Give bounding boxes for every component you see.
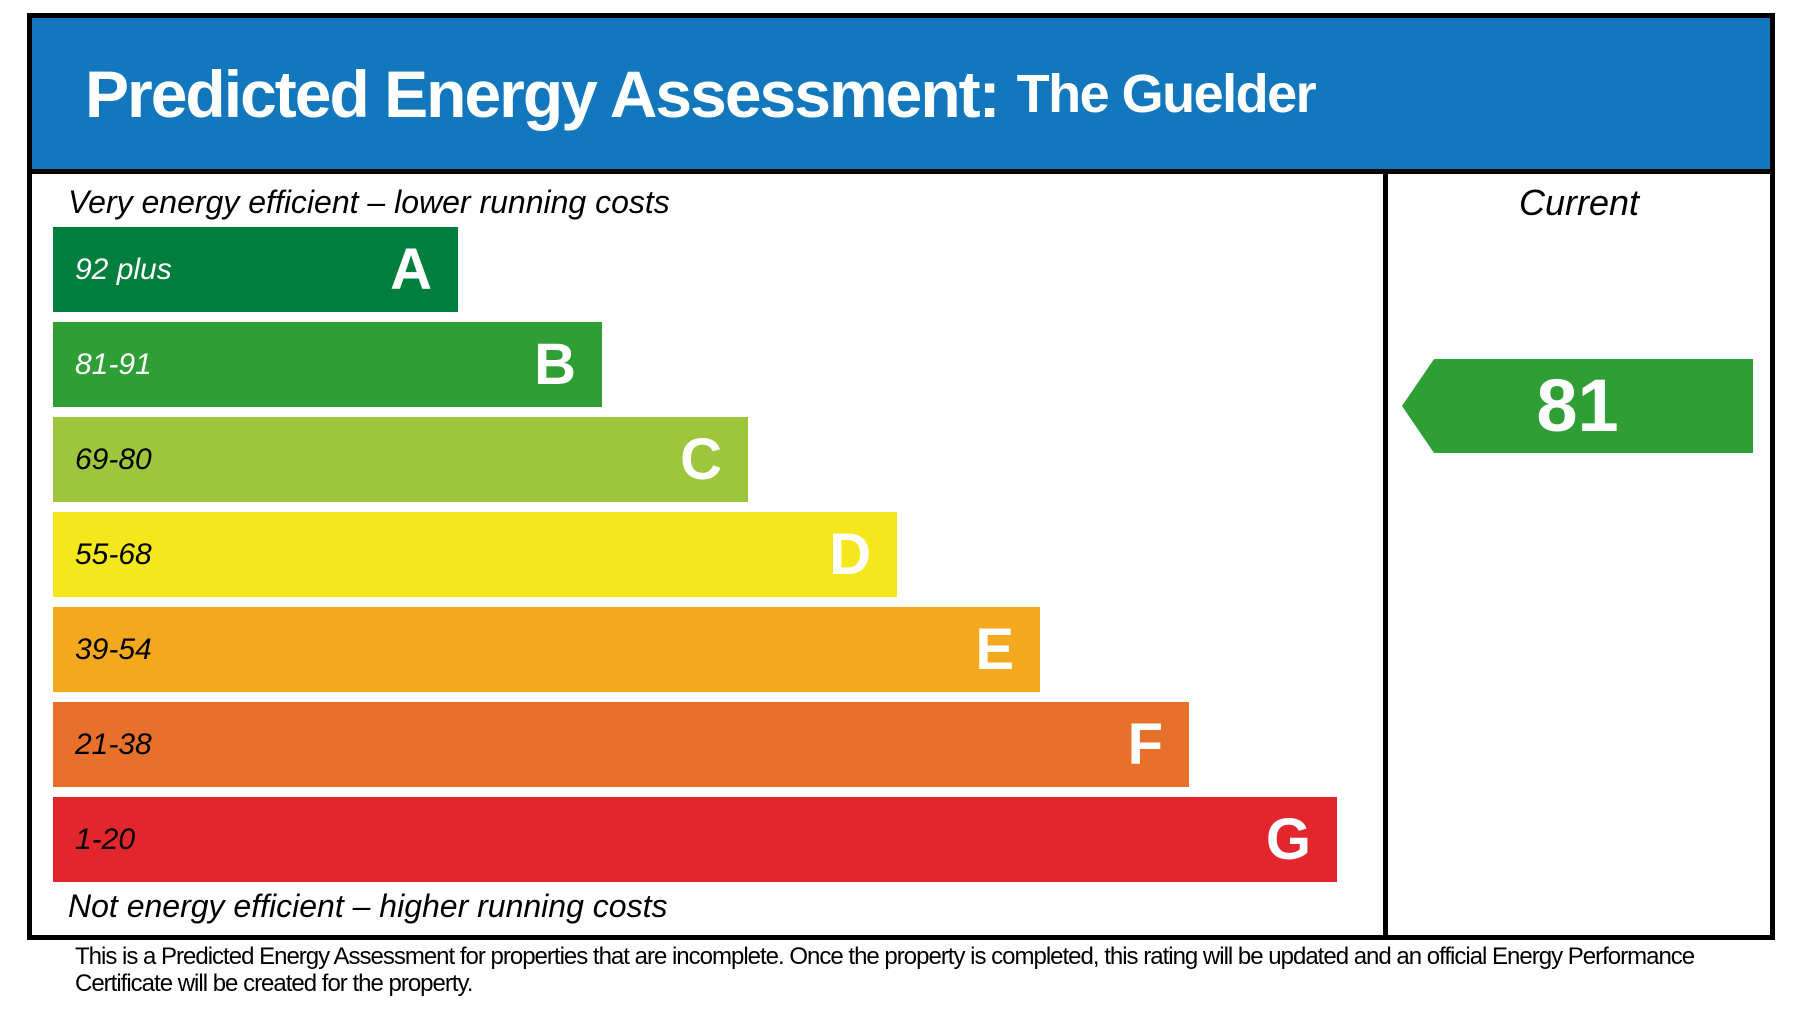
- band-g-range: 1-20: [75, 822, 136, 856]
- band-g-letter: G: [1265, 806, 1311, 872]
- band-b-range: 81-91: [75, 347, 152, 381]
- page-title: Predicted Energy Assessment:: [85, 56, 1001, 131]
- current-column: Current 81: [1388, 174, 1770, 935]
- caption-not-efficient: Not energy efficient – higher running co…: [68, 888, 668, 924]
- band-c-range: 69-80: [75, 442, 152, 476]
- band-f-range: 21-38: [75, 727, 152, 761]
- band-e: 39-54 E: [53, 607, 1040, 692]
- band-f-letter: F: [1127, 711, 1163, 777]
- band-d-range: 55-68: [75, 537, 152, 571]
- footer-note-line-1: This is a Predicted Energy Assessment fo…: [75, 943, 1695, 970]
- band-d-letter: D: [829, 521, 871, 587]
- footer-note-line-2: Certificate will be created for the prop…: [75, 970, 473, 997]
- column-divider: [1383, 174, 1388, 935]
- current-rating-value: 81: [1536, 364, 1619, 447]
- band-b-letter: B: [534, 331, 576, 397]
- band-e-letter: E: [975, 616, 1014, 682]
- current-rating-arrow: 81: [1402, 359, 1753, 453]
- band-a-letter: A: [390, 236, 432, 302]
- band-f: 21-38 F: [53, 702, 1189, 787]
- header-bar: Predicted Energy Assessment: The Guelder: [32, 18, 1770, 174]
- band-c: 69-80 C: [53, 417, 748, 502]
- band-a-range: 92 plus: [75, 252, 172, 286]
- certificate: Predicted Energy Assessment: The Guelder…: [27, 13, 1775, 940]
- band-c-letter: C: [680, 426, 722, 492]
- band-b: 81-91 B: [53, 322, 602, 407]
- footer-note: This is a Predicted Energy Assessment fo…: [75, 943, 1695, 997]
- caption-very-efficient: Very energy efficient – lower running co…: [68, 184, 670, 220]
- band-e-range: 39-54: [75, 632, 152, 666]
- property-name: The Guelder: [1016, 63, 1317, 124]
- epc-chart: Very energy efficient – lower running co…: [32, 174, 1770, 935]
- band-g: 1-20 G: [53, 797, 1337, 882]
- current-column-header: Current: [1518, 182, 1640, 223]
- band-a: 92 plus A: [53, 227, 458, 312]
- band-d: 55-68 D: [53, 512, 897, 597]
